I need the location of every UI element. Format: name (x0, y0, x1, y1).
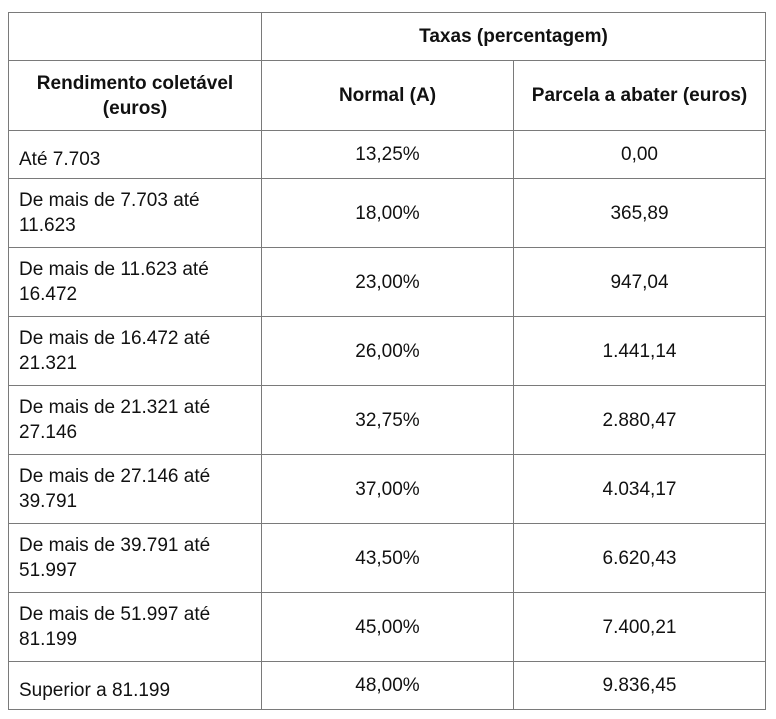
table-row: De mais de 7.703 até 11.623 18,00% 365,8… (8, 178, 767, 248)
rate-cell: 13,25% (261, 130, 514, 179)
header-deduction: Parcela a abater (euros) (512, 60, 767, 131)
rate-cell: 26,00% (261, 316, 514, 386)
deduction-cell: 6.620,43 (512, 523, 767, 593)
deduction-cell: 9.836,45 (512, 661, 767, 710)
income-cell: De mais de 27.146 até 39.791 (8, 454, 262, 524)
header-taxas: Taxas (percentagem) (260, 12, 767, 61)
income-cell: De mais de 51.997 até 81.199 (8, 592, 262, 662)
deduction-cell: 0,00 (512, 130, 767, 179)
tax-rate-table: Taxas (percentagem) Rendimento coletável… (8, 12, 767, 710)
deduction-cell: 1.441,14 (512, 316, 767, 386)
income-cell: Superior a 81.199 (8, 661, 262, 710)
rate-cell: 37,00% (261, 454, 514, 524)
table-header-row-group: Taxas (percentagem) (8, 12, 767, 61)
deduction-cell: 365,89 (512, 178, 767, 248)
table-row: Superior a 81.199 48,00% 9.836,45 (8, 661, 767, 710)
header-empty-cell (8, 12, 262, 61)
deduction-cell: 4.034,17 (512, 454, 767, 524)
table-row: De mais de 39.791 até 51.997 43,50% 6.62… (8, 523, 767, 593)
rate-cell: 45,00% (261, 592, 514, 662)
table-row: De mais de 11.623 até 16.472 23,00% 947,… (8, 247, 767, 317)
rate-cell: 32,75% (261, 385, 514, 455)
header-income: Rendimento coletável (euros) (8, 60, 262, 131)
income-cell: De mais de 16.472 até 21.321 (8, 316, 262, 386)
deduction-cell: 2.880,47 (512, 385, 767, 455)
rate-cell: 18,00% (261, 178, 514, 248)
header-normal: Normal (A) (261, 60, 514, 131)
income-cell: Até 7.703 (8, 130, 262, 179)
income-cell: De mais de 7.703 até 11.623 (8, 178, 262, 248)
rate-cell: 43,50% (261, 523, 514, 593)
table-row: De mais de 16.472 até 21.321 26,00% 1.44… (8, 316, 767, 386)
deduction-cell: 947,04 (512, 247, 767, 317)
table-row: Até 7.703 13,25% 0,00 (8, 130, 767, 179)
table-header-row-columns: Rendimento coletável (euros) Normal (A) … (8, 60, 767, 131)
income-cell: De mais de 11.623 até 16.472 (8, 247, 262, 317)
income-cell: De mais de 39.791 até 51.997 (8, 523, 262, 593)
table-row: De mais de 27.146 até 39.791 37,00% 4.03… (8, 454, 767, 524)
rate-cell: 48,00% (261, 661, 514, 710)
table-row: De mais de 21.321 até 27.146 32,75% 2.88… (8, 385, 767, 455)
table-row: De mais de 51.997 até 81.199 45,00% 7.40… (8, 592, 767, 662)
rate-cell: 23,00% (261, 247, 514, 317)
income-cell: De mais de 21.321 até 27.146 (8, 385, 262, 455)
deduction-cell: 7.400,21 (512, 592, 767, 662)
